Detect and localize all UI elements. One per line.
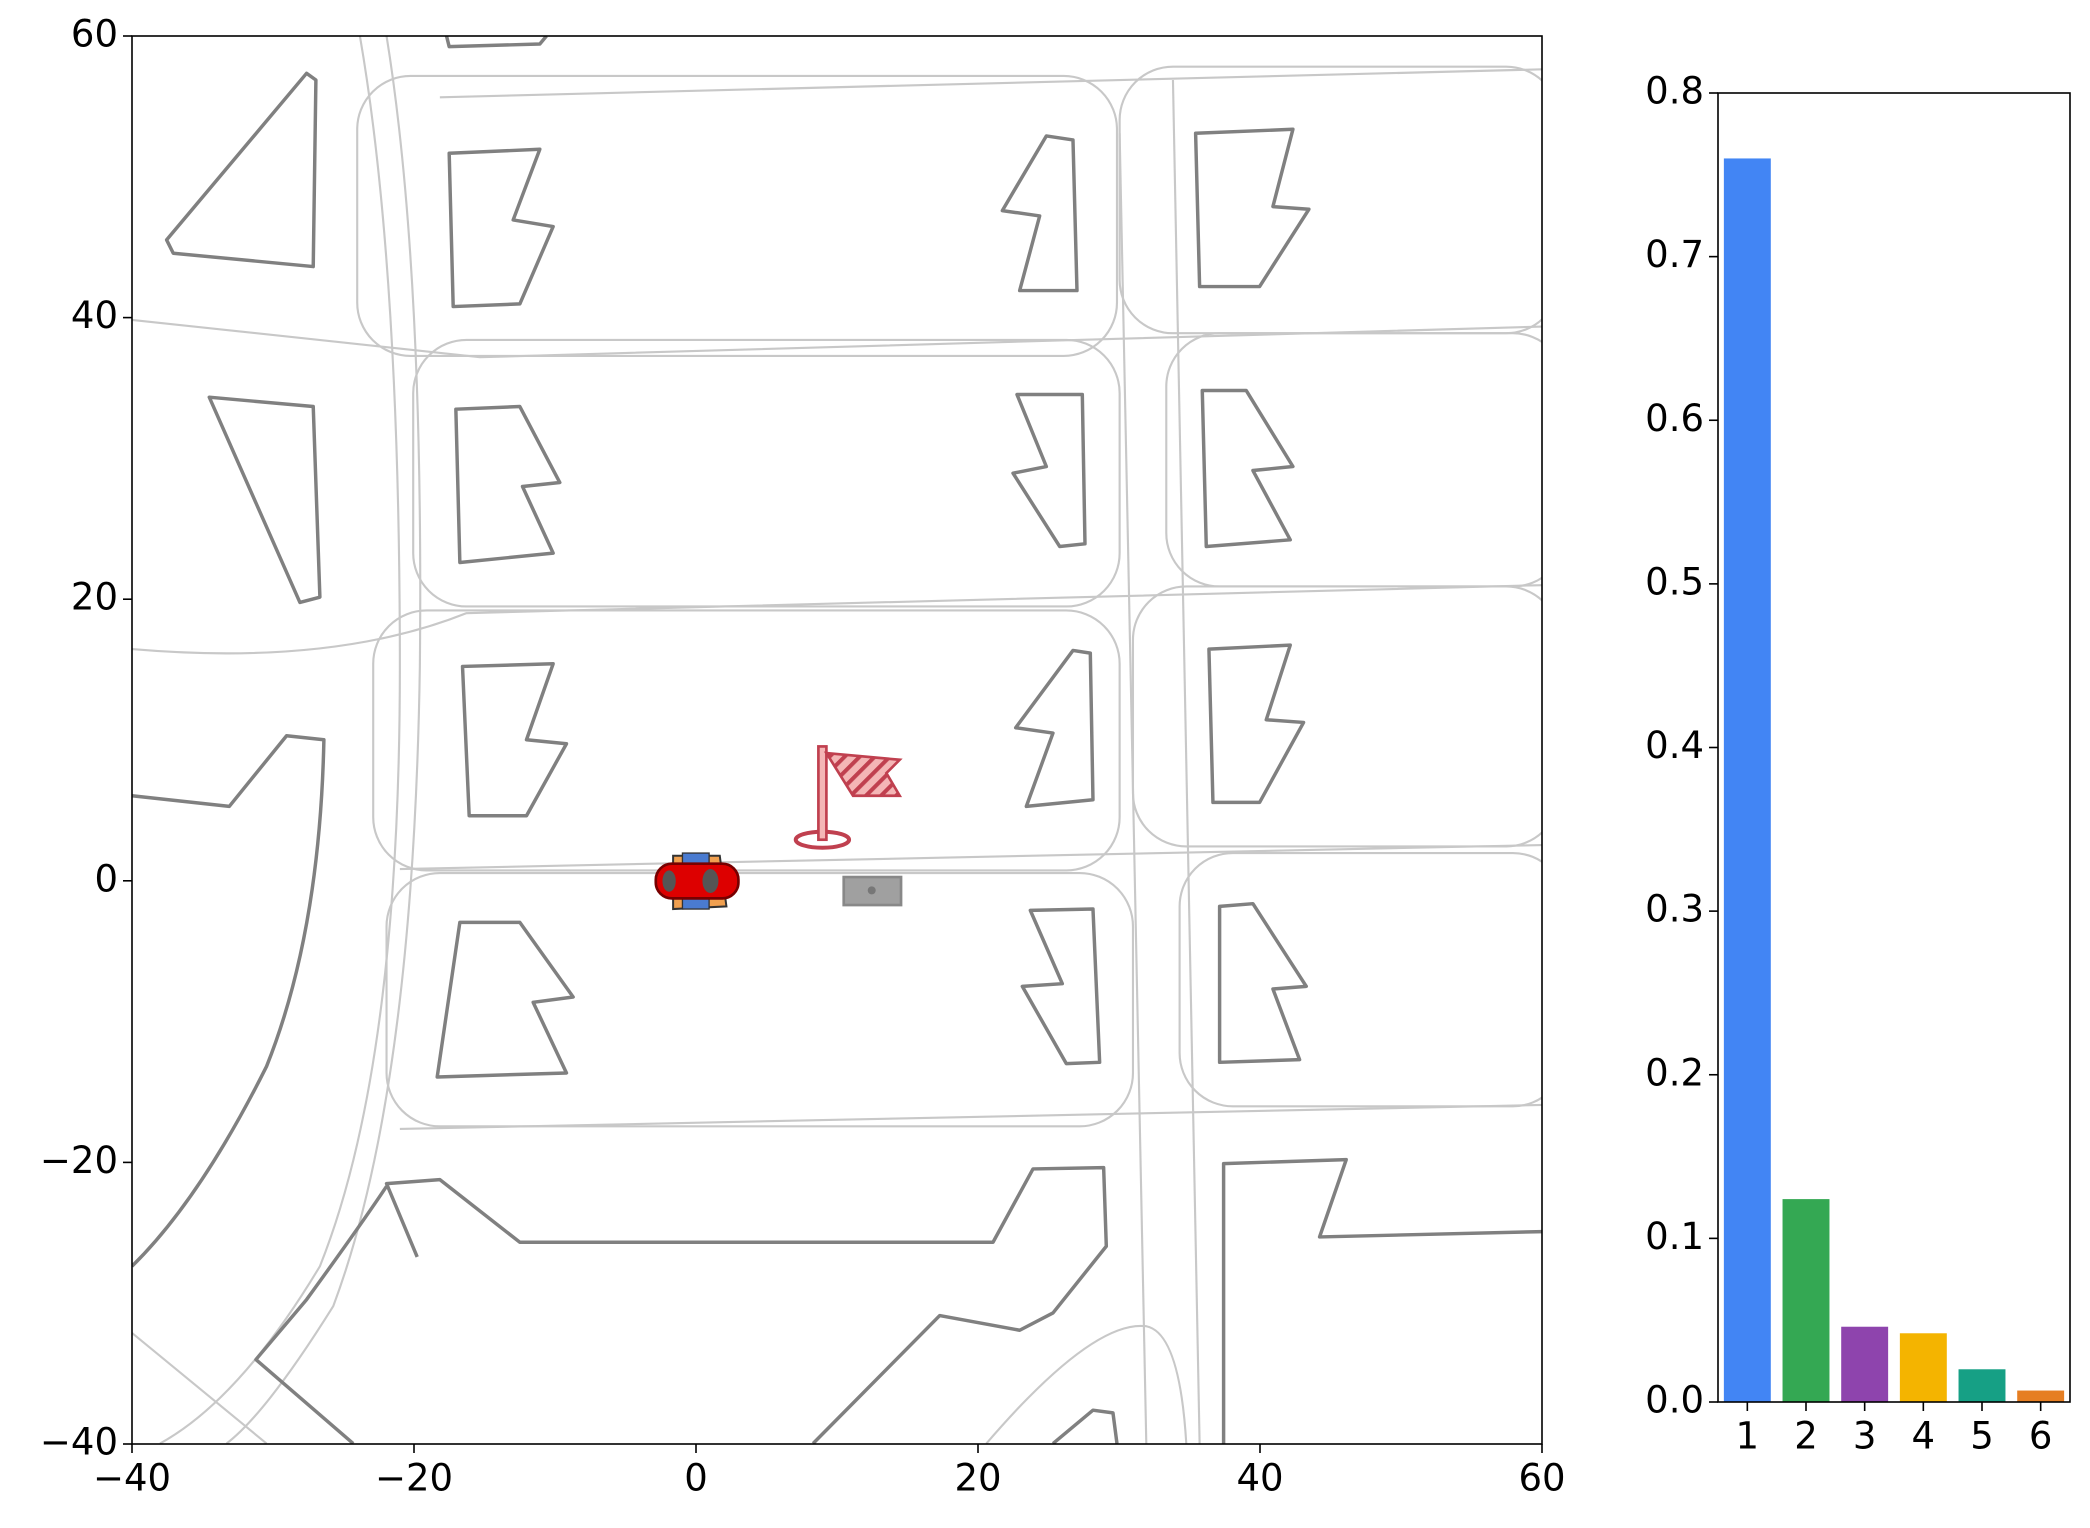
y-tick-label: 0.7 [1645, 233, 1704, 276]
x-tick-label: −20 [375, 1457, 453, 1500]
x-tick-label: 40 [1236, 1457, 1283, 1500]
ego-car [654, 852, 740, 911]
x-tick-label: 5 [1970, 1415, 1994, 1458]
axes: −40 −20 0 20 40 60 −40 −20 0 20 40 60 0.0 0.1 0.2 0.3 0.… [40, 13, 2071, 1500]
x-tick-label: 0 [684, 1457, 708, 1500]
y-tick-label: 0 [94, 857, 118, 900]
y-tick-label: 0.3 [1645, 888, 1704, 931]
y-tick-label: 0.8 [1645, 70, 1704, 113]
bar [1958, 1369, 2006, 1402]
bar [1899, 1333, 1947, 1402]
y-tick-label: 0.0 [1645, 1379, 1704, 1422]
x-tick-label: 2 [1794, 1415, 1818, 1458]
y-tick-label: 20 [71, 576, 118, 619]
y-tick-label: 40 [71, 294, 118, 337]
x-tick-label: 4 [1912, 1415, 1936, 1458]
x-tick-label: 3 [1853, 1415, 1877, 1458]
x-tick-label: 20 [954, 1457, 1001, 1500]
x-tick-label: 60 [1518, 1457, 1565, 1500]
y-tick-label: −20 [40, 1139, 118, 1182]
x-tick-label: 6 [2029, 1415, 2053, 1458]
y-tick-label: 0.5 [1645, 560, 1704, 603]
bar [1841, 1326, 1889, 1402]
goal-flag [793, 745, 903, 850]
y-tick-label: 0.6 [1645, 397, 1704, 440]
x-tick-label: 1 [1736, 1415, 1760, 1458]
x-tick-label: −40 [93, 1457, 171, 1500]
bar [1782, 1199, 1830, 1402]
plot-frame [131, 35, 1543, 1445]
y-tick-label: 0.4 [1645, 724, 1704, 767]
plot-frame [1717, 92, 2071, 1403]
y-tick-label: 0.2 [1645, 1051, 1704, 1094]
y-tick-label: 0.1 [1645, 1215, 1704, 1258]
bar [1723, 158, 1771, 1403]
map-scene [131, 35, 1543, 1444]
bar [2017, 1390, 2065, 1402]
y-tick-label: 60 [71, 13, 118, 56]
obstacle [842, 875, 903, 907]
map-roads [131, 35, 1543, 1444]
y-tick-label: −40 [40, 1421, 118, 1464]
